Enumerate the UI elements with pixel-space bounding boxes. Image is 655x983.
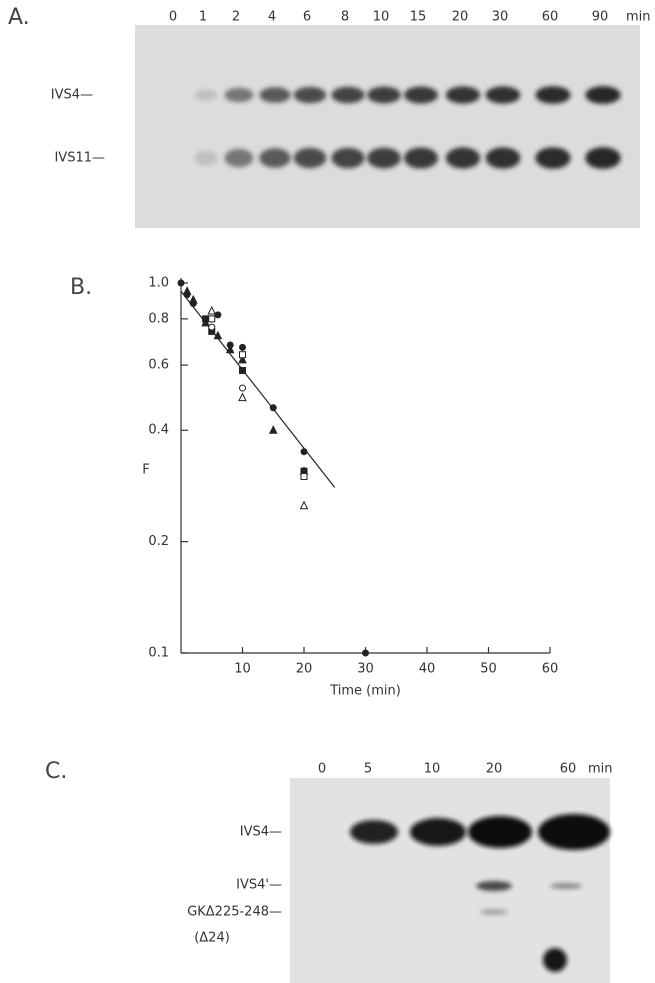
point (269, 404, 277, 412)
gel-band (293, 86, 327, 104)
point (300, 448, 308, 456)
gel-band (224, 148, 254, 168)
y-tick-label: 0.2 (148, 534, 169, 549)
gel-band (403, 147, 439, 169)
lane-label: 10 (424, 762, 441, 777)
y-axis-label: F (142, 463, 149, 478)
gel-band (367, 147, 401, 169)
gel-band (259, 87, 291, 103)
panel-label: A. (8, 5, 30, 30)
gel-band (194, 89, 218, 101)
y-tick-label: 0.8 (148, 311, 169, 326)
point (201, 317, 210, 327)
lane-label: 6 (303, 10, 311, 25)
point (182, 286, 192, 295)
lane-label: 60 (542, 10, 559, 25)
point (208, 315, 216, 323)
gel-band (485, 86, 521, 104)
x-axis-label: Time (min) (329, 684, 401, 699)
gel-band (410, 818, 466, 846)
x-tick-label: 50 (480, 662, 497, 677)
point (214, 311, 222, 319)
gel-band (585, 147, 621, 169)
gel-band (480, 909, 508, 915)
unit: min (626, 10, 651, 25)
point (225, 344, 235, 354)
point (300, 472, 308, 480)
gel-band (468, 816, 532, 848)
lane-label: 60 (560, 762, 577, 777)
band-label: IVS4'— (236, 878, 282, 893)
gel-band (224, 87, 254, 103)
x-tick-label: 10 (234, 662, 251, 677)
gel-band (476, 881, 512, 891)
gel-band (485, 147, 521, 169)
lane-label: 20 (486, 762, 503, 777)
gel-band (535, 86, 571, 104)
point (177, 279, 185, 287)
y-tick-label: 0.1 (148, 646, 169, 661)
x-tick-label: 20 (296, 662, 313, 677)
gel-band (585, 86, 621, 104)
lane-label: 15 (410, 10, 427, 25)
point (239, 343, 246, 351)
lane-label: 5 (364, 762, 372, 777)
gel-band (403, 86, 439, 104)
band-label: GKΔ225-248— (187, 905, 282, 920)
lane-label: 1 (199, 10, 207, 25)
gel-band (550, 883, 582, 889)
lane-label: 8 (341, 10, 349, 25)
gel-band (367, 86, 401, 104)
point (238, 392, 247, 402)
point (202, 315, 210, 323)
gel-band (331, 86, 365, 104)
band-label: (Δ24) (194, 931, 230, 946)
y-tick-label: 1.0 (148, 276, 169, 291)
point (239, 351, 246, 359)
point (362, 649, 369, 657)
gel-band (350, 820, 398, 844)
x-tick-label: 30 (357, 662, 374, 677)
point (207, 305, 217, 315)
x-tick-label: 40 (419, 662, 436, 677)
lane-label: 90 (592, 10, 609, 25)
lane-label: 20 (452, 10, 469, 25)
gel-band (194, 150, 218, 166)
point (268, 425, 278, 434)
gel-band (331, 147, 365, 169)
unit: min (588, 762, 613, 777)
gel-band (535, 147, 571, 169)
lane-label: 4 (268, 10, 276, 25)
x-tick-label: 60 (542, 662, 559, 677)
point (239, 367, 246, 375)
band-label: IVS4— (240, 825, 282, 840)
gel-a (135, 25, 640, 228)
gel-band (293, 147, 327, 169)
lane-label: 30 (492, 10, 509, 25)
band-label: IVS4— (51, 88, 93, 103)
y-tick-label: 0.6 (148, 358, 169, 373)
gel-band (445, 86, 481, 104)
gel-band (538, 814, 610, 850)
gel-band (259, 148, 291, 168)
panel-label: C. (45, 759, 67, 784)
lane-label: 10 (373, 10, 390, 25)
lane-label: 2 (232, 10, 240, 25)
gel-band (543, 948, 567, 972)
lane-label: 0 (318, 762, 326, 777)
y-tick-label: 0.4 (148, 423, 169, 438)
band-label: IVS11— (54, 151, 105, 166)
point (208, 323, 216, 331)
lane-label: 0 (169, 10, 177, 25)
gel-band (445, 147, 481, 169)
point (299, 500, 309, 510)
panel-label: B. (70, 275, 92, 300)
point (188, 294, 198, 304)
point (239, 384, 246, 392)
point (213, 330, 223, 340)
point (238, 354, 247, 364)
